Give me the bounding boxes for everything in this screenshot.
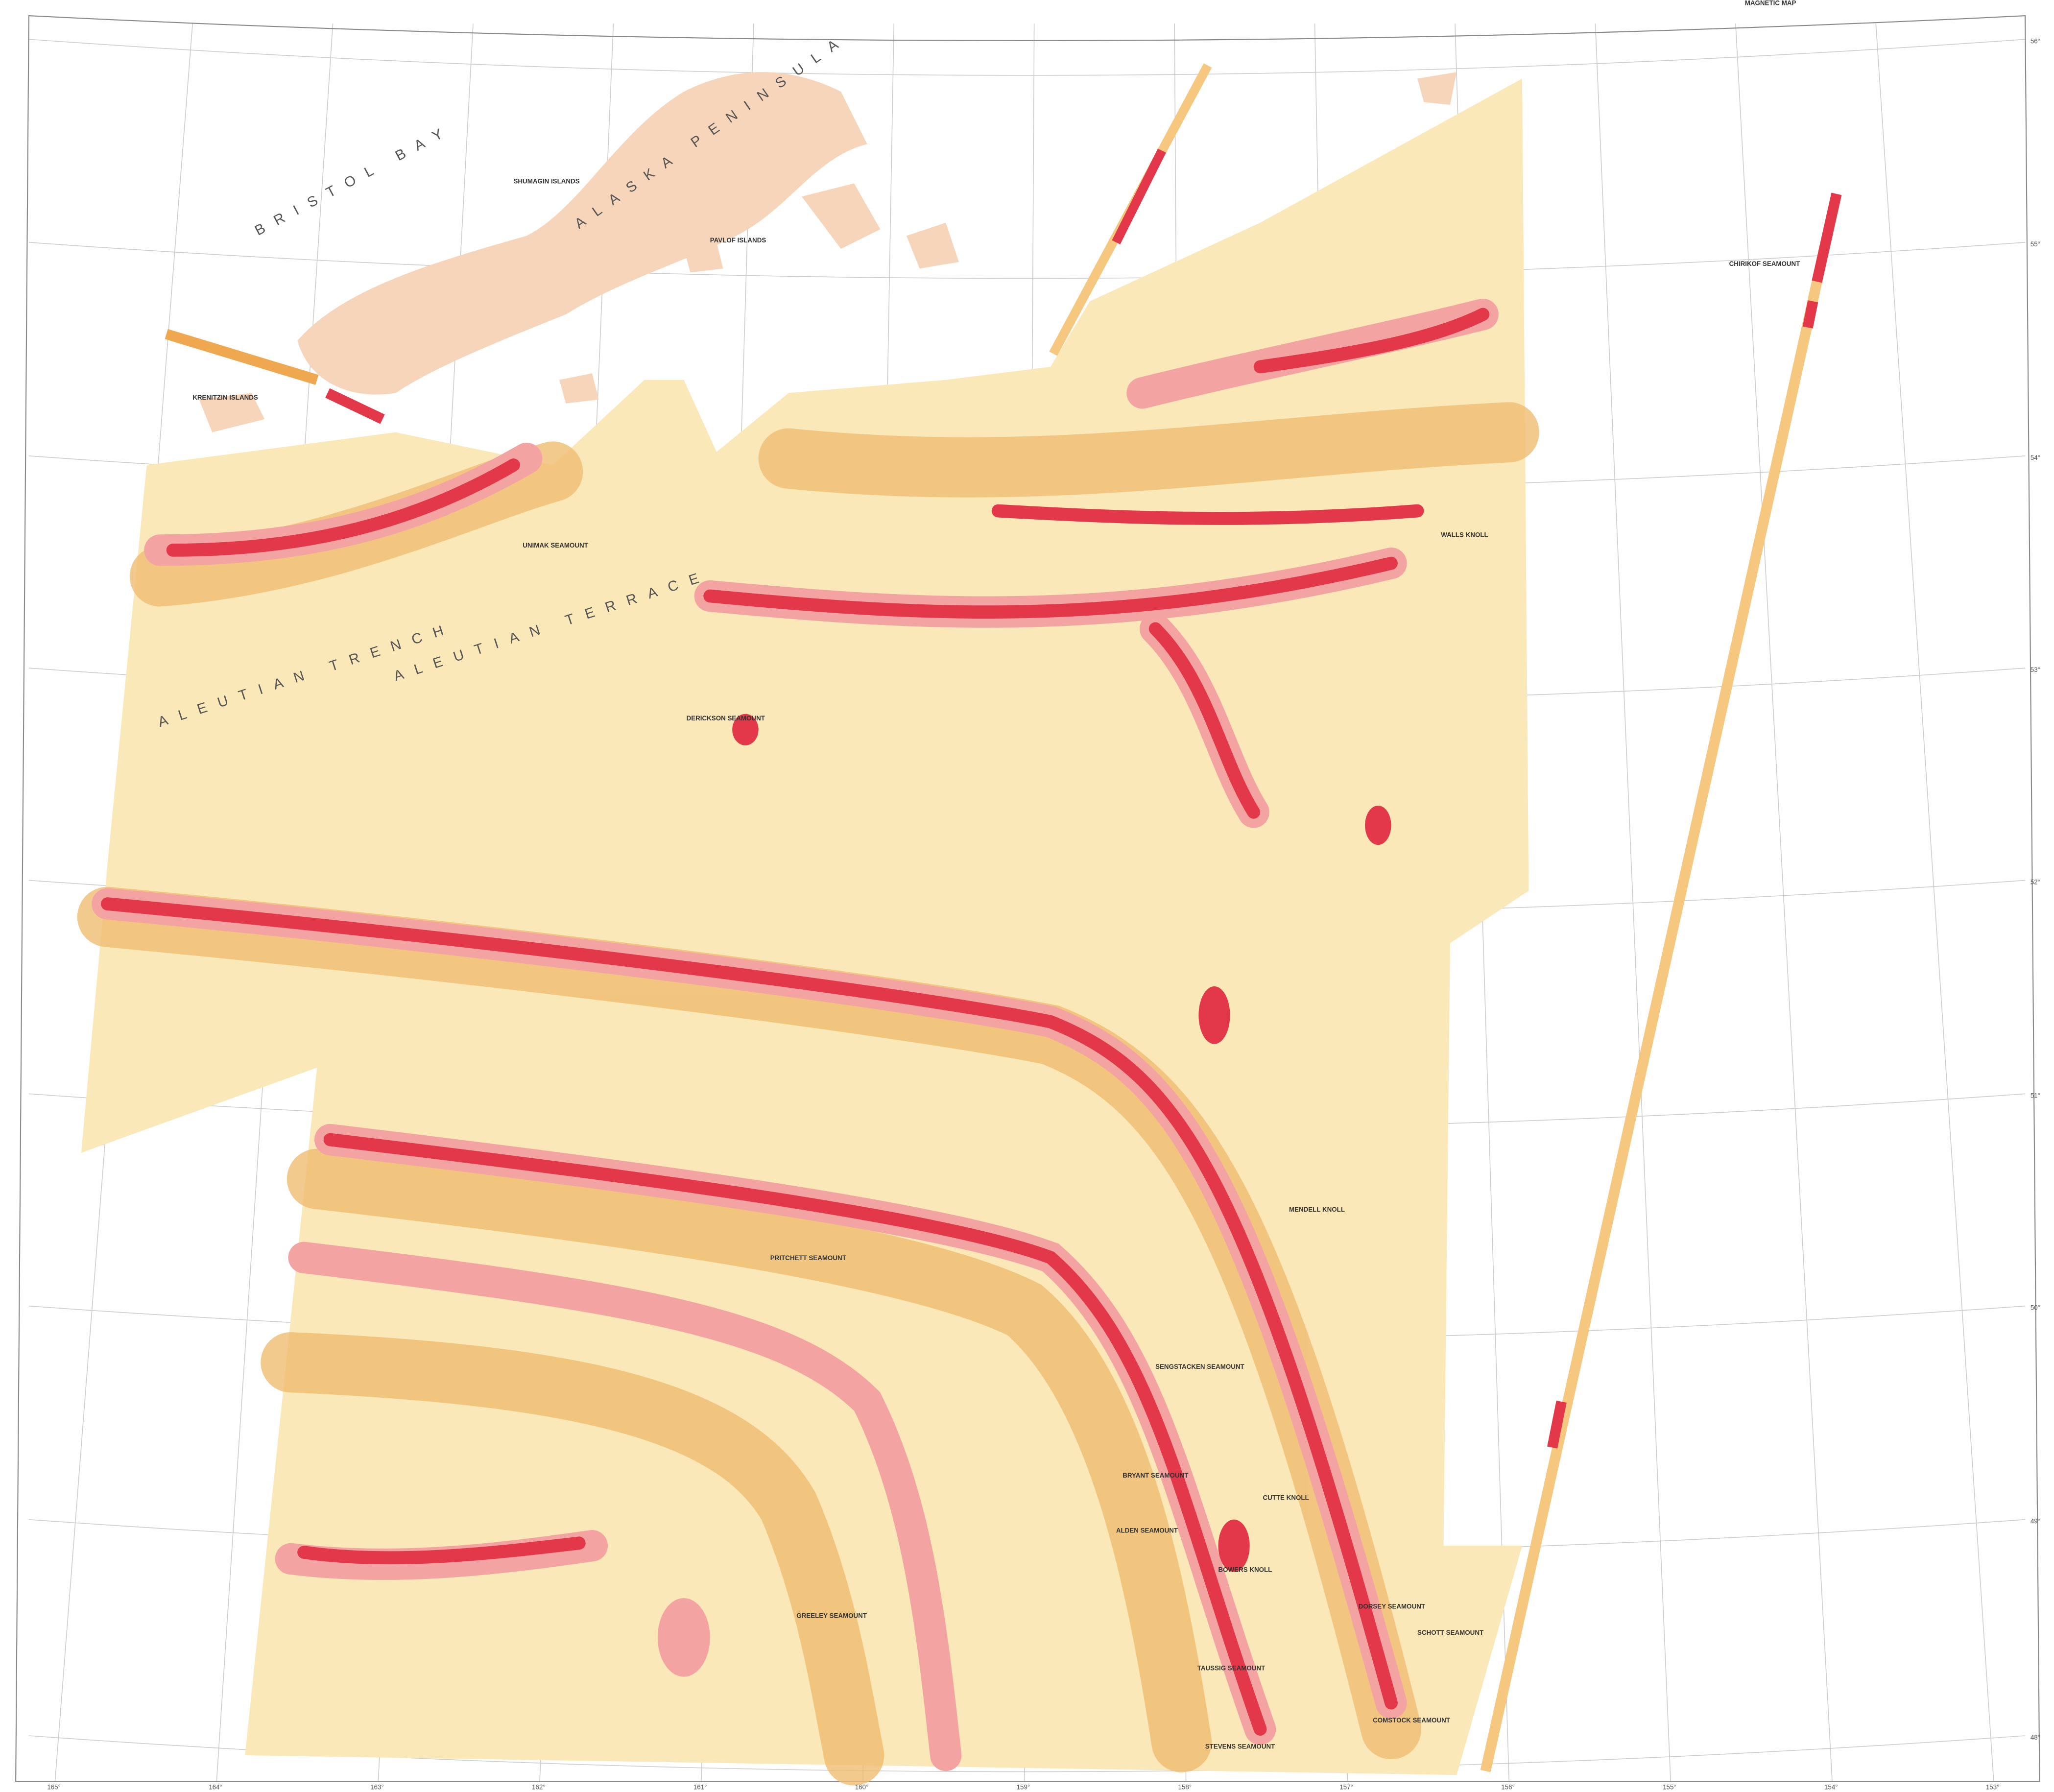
seamount-label: BOWERS KNOLL — [1218, 1566, 1272, 1574]
longitude-label: 162° — [532, 1784, 546, 1791]
seamount-label: MENDELL KNOLL — [1289, 1206, 1345, 1213]
map-title: MAGNETIC MAP — [1745, 0, 1796, 7]
seamount-label: ALDEN SEAMOUNT — [1116, 1527, 1178, 1534]
longitude-line — [1735, 24, 1833, 1782]
seamount-label: UNIMAK SEAMOUNT — [523, 542, 588, 549]
seamount-label: CUTTE KNOLL — [1263, 1494, 1309, 1502]
latitude-line — [28, 39, 2026, 76]
seamount-labels: UNIMAK SEAMOUNT DERICKSON SEAMOUNT WALLS K… — [523, 260, 1800, 1750]
latitude-label: 54° — [2030, 454, 2040, 461]
seamount-label: SENGSTACKEN SEAMOUNT — [1155, 1363, 1244, 1370]
longitude-label: 161° — [693, 1784, 707, 1791]
region-label: SHUMAGIN ISLANDS — [514, 177, 580, 185]
longitude-label: 165° — [47, 1784, 61, 1791]
trackline — [165, 329, 319, 385]
latitude-label: 50° — [2030, 1304, 2040, 1312]
trackline-anomaly — [1547, 192, 1842, 1449]
longitude-label: 160° — [855, 1784, 869, 1791]
latitude-labels: 56° 55° 54° 53° 52° 51° 50° 49° 48° — [2030, 37, 2040, 1741]
seamount-label: DORSEY SEAMOUNT — [1359, 1603, 1426, 1610]
longitude-labels: 165° 164° 163° 162° 161° 160° 159° 158° 157° 156°… — [47, 1784, 1999, 1791]
latitude-label: 55° — [2030, 240, 2040, 248]
trackline-anomaly — [1112, 148, 1166, 245]
longitude-label: 163° — [370, 1784, 384, 1791]
latitude-label: 48° — [2030, 1734, 2040, 1741]
seamount-label: BRYANT SEAMOUNT — [1123, 1472, 1189, 1479]
longitude-label: 155° — [1663, 1784, 1676, 1791]
longitude-label: 159° — [1017, 1784, 1030, 1791]
map-frame — [15, 15, 2040, 1782]
longitude-label: 156° — [1501, 1784, 1515, 1791]
latitude-label: 56° — [2030, 37, 2040, 45]
seamount-label: PRITCHETT SEAMOUNT — [770, 1254, 847, 1262]
latitude-line — [28, 242, 2026, 279]
latitude-label: 53° — [2030, 666, 2040, 673]
latitude-label: 51° — [2030, 1092, 2040, 1099]
seamount-label: CHIRIKOF SEAMOUNT — [1729, 260, 1801, 267]
seamount-label: DERICKSON SEAMOUNT — [687, 715, 765, 722]
anomaly-bands — [77, 298, 1539, 1786]
latitude-label: 49° — [2030, 1518, 2040, 1525]
seamount-label: WALLS KNOLL — [1441, 531, 1488, 539]
longitude-label: 158° — [1178, 1784, 1192, 1791]
alaska-peninsula — [297, 72, 867, 395]
region-label: PAVLOF ISLANDS — [710, 237, 766, 244]
longitude-line — [1595, 24, 1671, 1782]
seamount-label: TAUSSIG SEAMOUNT — [1197, 1664, 1266, 1672]
seamount-label: COMSTOCK SEAMOUNT — [1373, 1717, 1451, 1724]
longitude-label: 154° — [1824, 1784, 1838, 1791]
seamount-label: GREELEY SEAMOUNT — [796, 1612, 867, 1619]
trackline — [1480, 192, 1842, 1772]
trackline-anomaly — [325, 388, 385, 424]
latitude-label: 52° — [2030, 878, 2040, 885]
longitude-label: 164° — [209, 1784, 222, 1791]
isolated-anomalies — [657, 714, 1391, 1677]
longitude-label: 153° — [1986, 1784, 2000, 1791]
longitude-line — [1875, 24, 1994, 1782]
longitude-label: 157° — [1339, 1784, 1353, 1791]
seamount-label: SCHOTT SEAMOUNT — [1417, 1629, 1484, 1636]
seamount-label: STEVENS SEAMOUNT — [1205, 1743, 1275, 1750]
region-label: KRENITZIN ISLANDS — [192, 394, 258, 401]
